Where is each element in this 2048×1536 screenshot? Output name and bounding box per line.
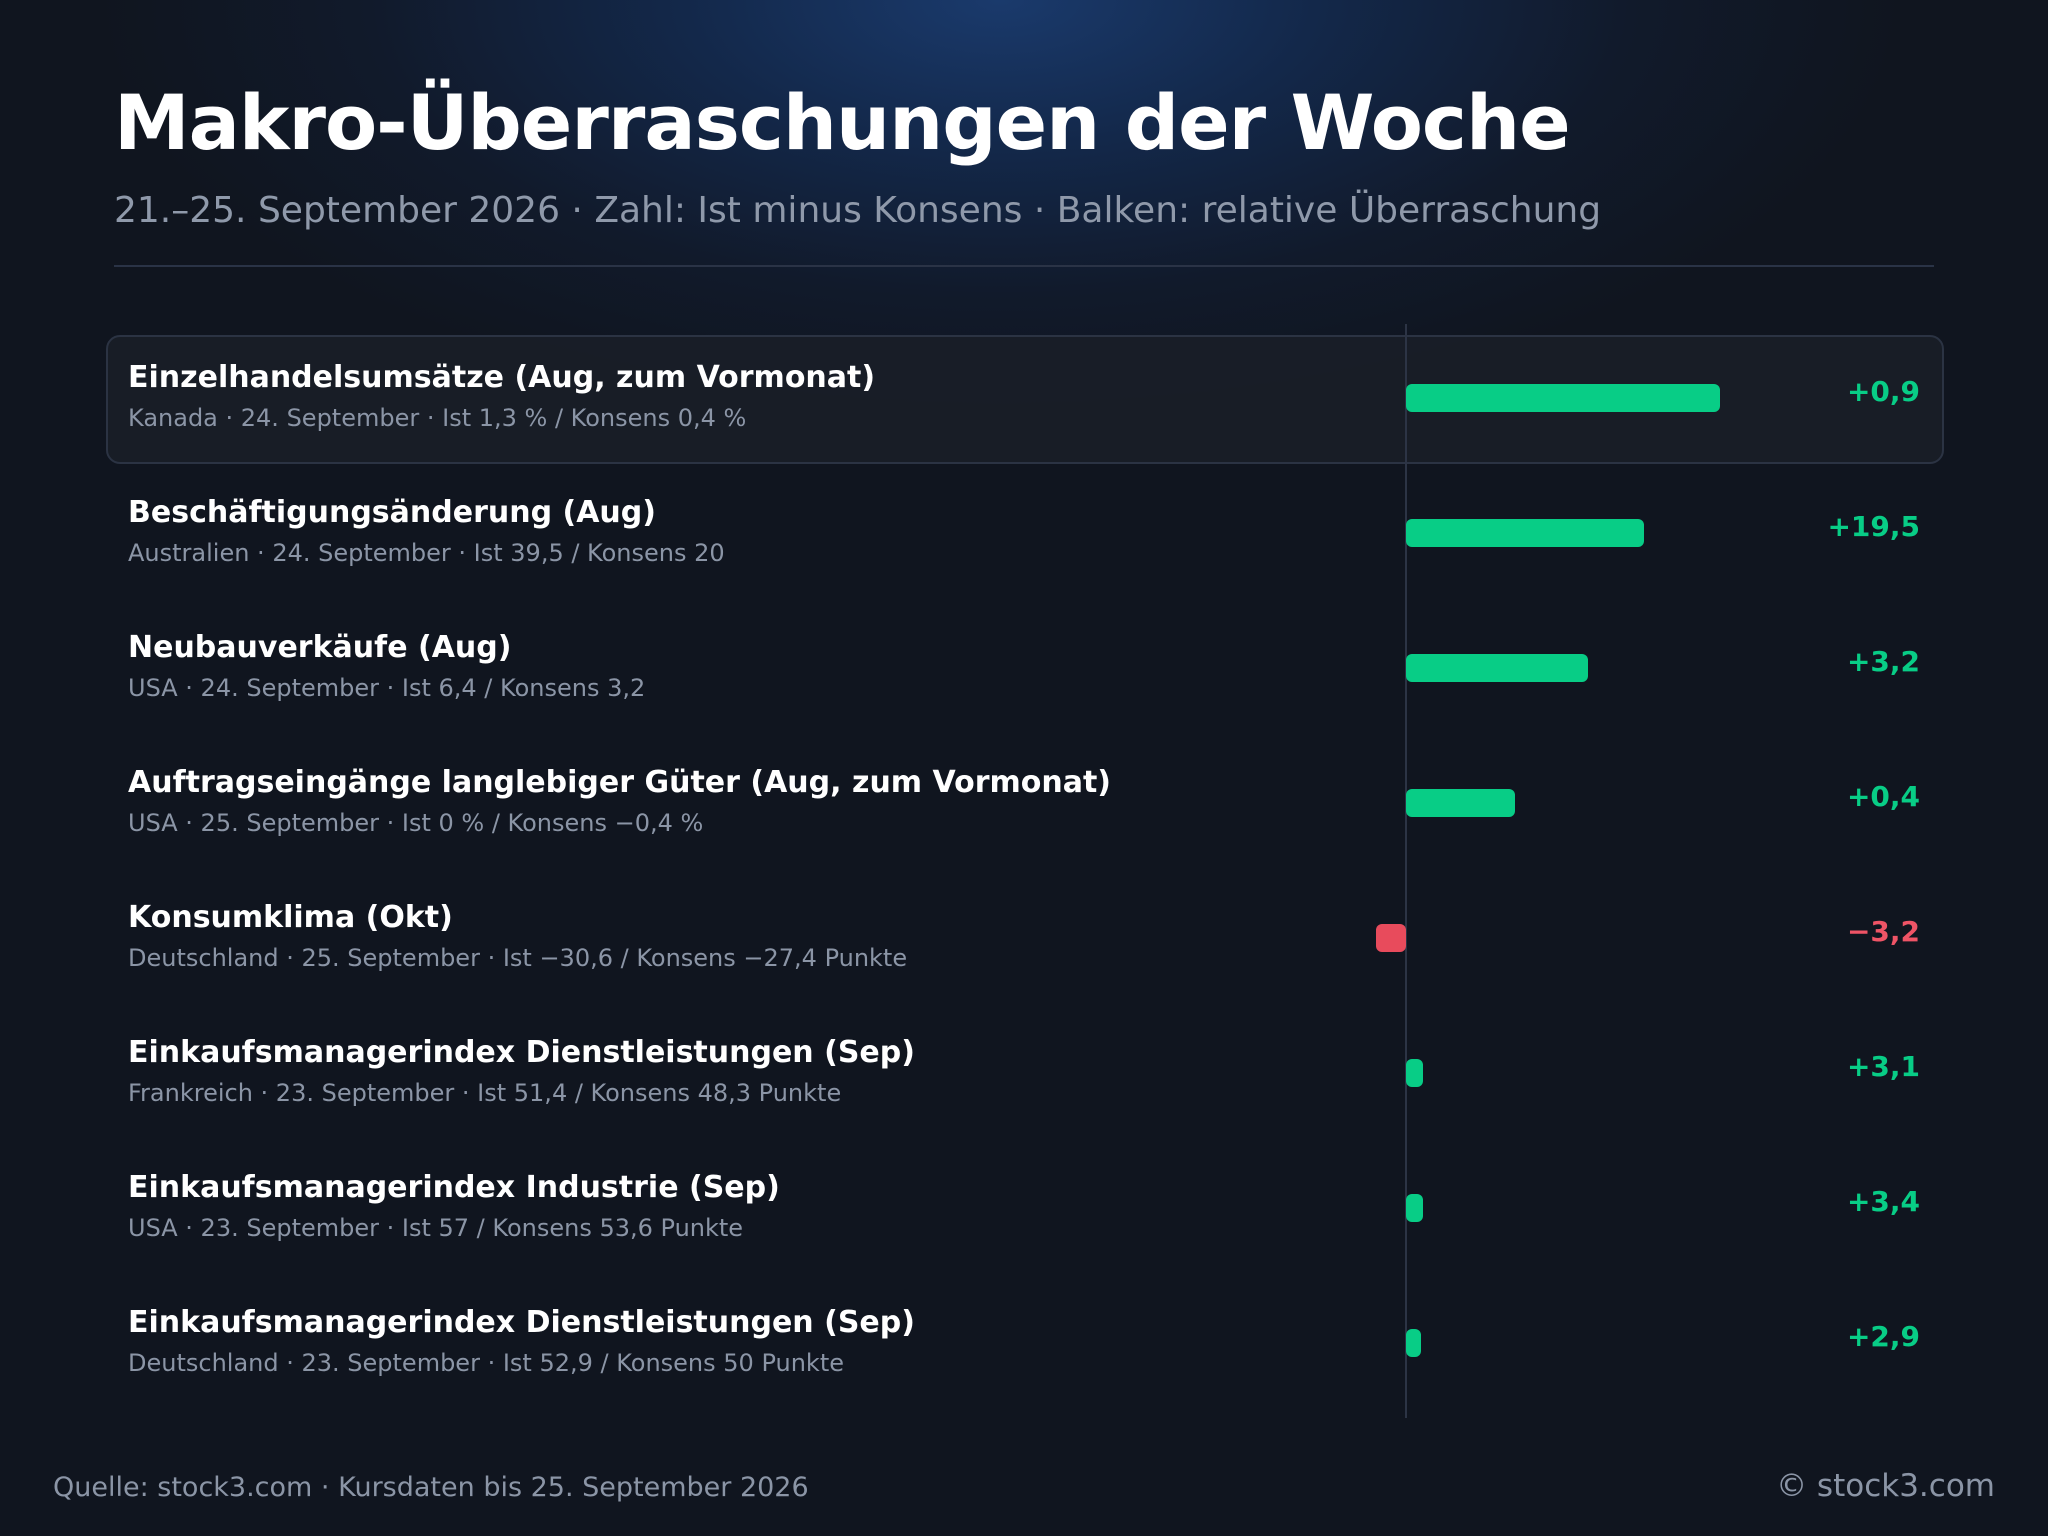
data-label: +3,4 <box>1846 1185 1920 1218</box>
chart-row: Konsumklima (Okt) Deutschland · 25. Septe… <box>0 870 2048 1005</box>
bar <box>1406 654 1588 682</box>
data-label: +3,2 <box>1846 645 1920 678</box>
bar <box>1406 519 1644 547</box>
bar <box>1406 789 1515 817</box>
header-divider <box>114 265 1934 267</box>
page-title: Makro-Überraschungen der Woche <box>114 78 1571 167</box>
chart-row: Einkaufsmanagerindex Dienstleistungen (S… <box>0 1005 2048 1140</box>
row-meta: Australien · 24. September · Ist 39,5 / … <box>128 539 725 567</box>
row-meta: Deutschland · 23. September · Ist 52,9 /… <box>128 1349 844 1377</box>
bar <box>1376 924 1406 952</box>
data-label: +2,9 <box>1846 1320 1920 1353</box>
chart-row: Auftragseingänge langlebiger Güter (Aug,… <box>0 735 2048 870</box>
copyright-note: © stock3.com <box>1776 1468 1995 1504</box>
chart-row: Einkaufsmanagerindex Industrie (Sep) USA … <box>0 1140 2048 1275</box>
row-meta: USA · 24. September · Ist 6,4 / Konsens … <box>128 674 646 702</box>
row-title: Auftragseingänge langlebiger Güter (Aug,… <box>128 765 1112 800</box>
row-meta: Kanada · 24. September · Ist 1,3 % / Kon… <box>128 404 747 432</box>
data-label: +0,9 <box>1846 375 1920 408</box>
bar <box>1406 384 1720 412</box>
row-title: Einkaufsmanagerindex Industrie (Sep) <box>128 1170 780 1205</box>
row-title: Einkaufsmanagerindex Dienstleistungen (S… <box>128 1305 915 1340</box>
row-meta: Frankreich · 23. September · Ist 51,4 / … <box>128 1079 842 1107</box>
row-title: Konsumklima (Okt) <box>128 900 453 935</box>
row-title: Beschäftigungsänderung (Aug) <box>128 495 656 530</box>
row-meta: Deutschland · 25. September · Ist −30,6 … <box>128 944 908 972</box>
row-title: Einkaufsmanagerindex Dienstleistungen (S… <box>128 1035 915 1070</box>
data-label: +3,1 <box>1846 1050 1920 1083</box>
row-title: Neubauverkäufe (Aug) <box>128 630 512 665</box>
chart-row: Neubauverkäufe (Aug) USA · 24. September … <box>0 600 2048 735</box>
bar <box>1406 1194 1423 1222</box>
chart-row: Einzelhandelsumsätze (Aug, zum Vormonat)… <box>0 330 2048 465</box>
row-meta: USA · 23. September · Ist 57 / Konsens 5… <box>128 1214 744 1242</box>
bar <box>1406 1329 1421 1357</box>
bar <box>1406 1059 1423 1087</box>
data-label: +0,4 <box>1846 780 1920 813</box>
source-note: Quelle: stock3.com · Kursdaten bis 25. S… <box>53 1472 809 1503</box>
page-subtitle: 21.–25. September 2026 · Zahl: Ist minus… <box>114 190 1602 231</box>
chart-row: Beschäftigungsänderung (Aug) Australien ·… <box>0 465 2048 600</box>
data-label: +19,5 <box>1827 510 1920 543</box>
row-meta: USA · 25. September · Ist 0 % / Konsens … <box>128 809 704 837</box>
zero-axis-line <box>1405 324 1407 1418</box>
row-title: Einzelhandelsumsätze (Aug, zum Vormonat) <box>128 360 876 395</box>
data-label: −3,2 <box>1846 915 1920 948</box>
chart-row: Einkaufsmanagerindex Dienstleistungen (S… <box>0 1275 2048 1410</box>
